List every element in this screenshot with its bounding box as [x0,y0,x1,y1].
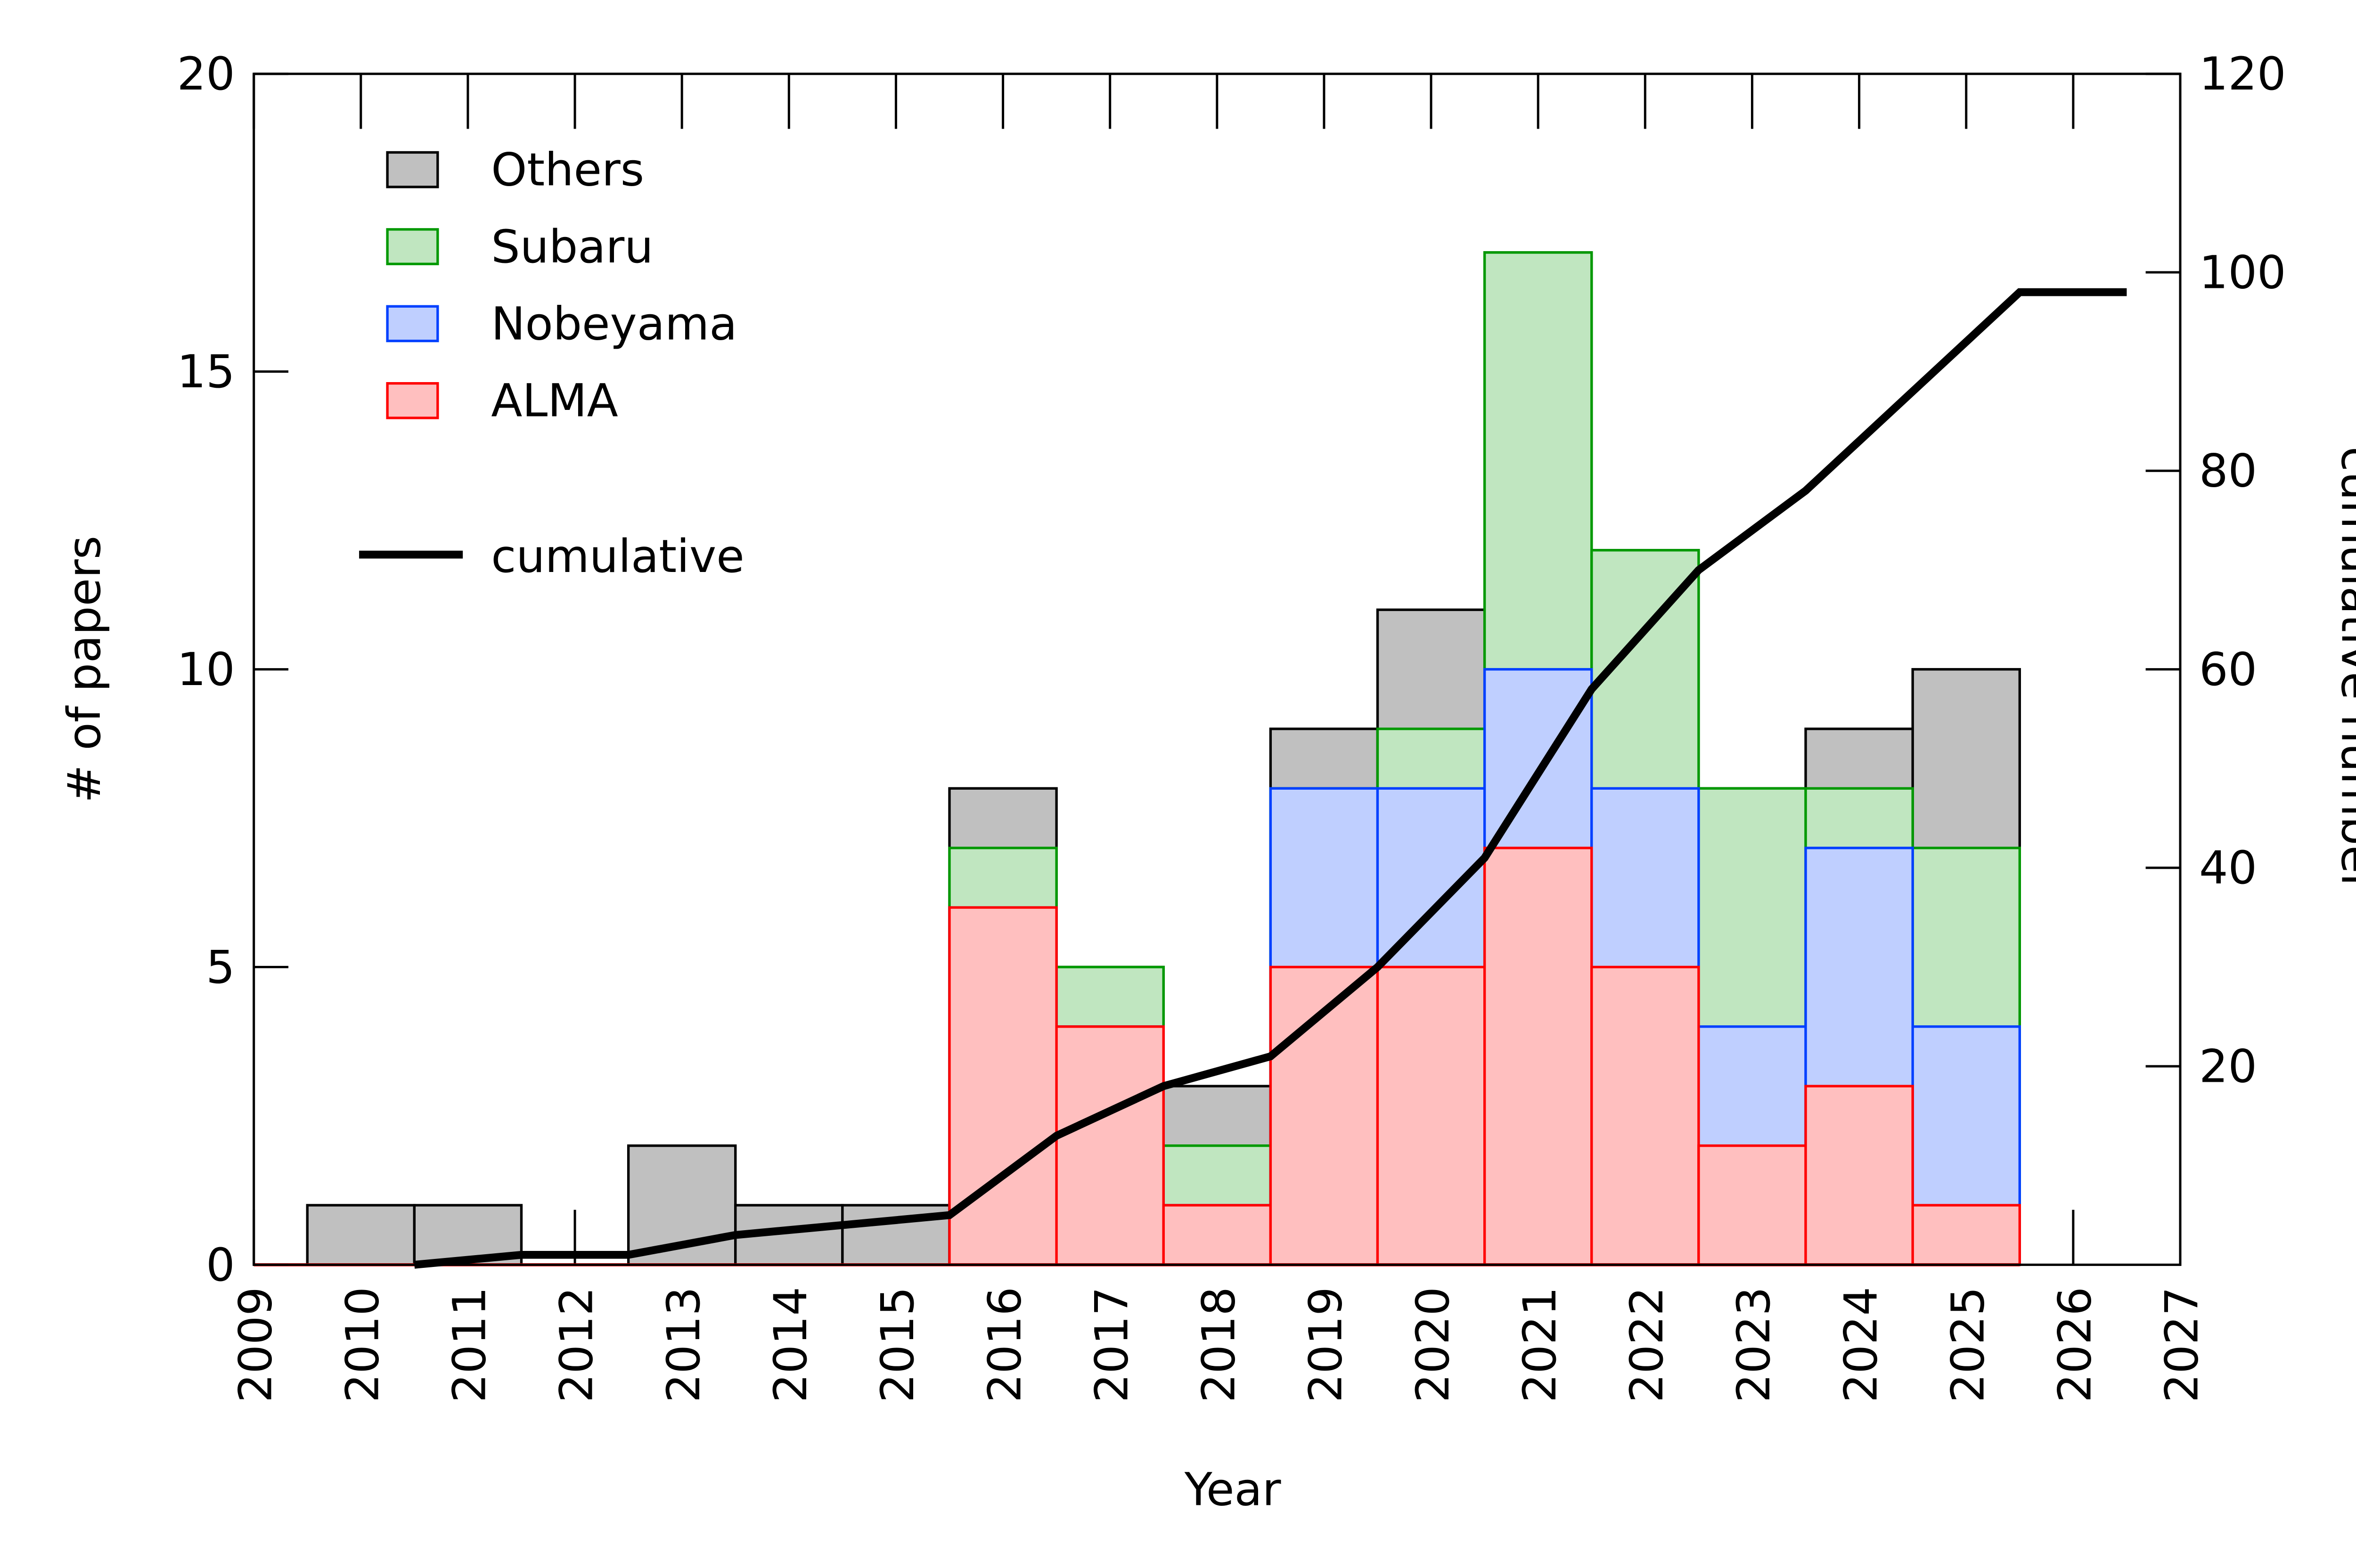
y2-tick-label: 80 [2199,444,2257,498]
legend: Others Subaru Nobeyama ALMA cumulative [359,143,744,583]
x-tick-label: 2024 [1834,1287,1887,1403]
x-tick-label: 2018 [1192,1287,1245,1403]
x-tick-label: 2020 [1406,1287,1459,1403]
legend-swatch-others [386,151,439,188]
bars [253,74,2182,1269]
bar-alma-2023 [1697,1144,1807,1266]
y-tick-label: 5 [206,940,235,994]
bar-alma-2022 [1590,965,1700,1266]
x-tick-label: 2022 [1620,1287,1673,1403]
y-axis-label: # of papers [57,536,111,803]
legend-swatch-subaru [386,228,439,265]
bar-alma-2020 [1376,965,1486,1266]
x-tick-label: 2012 [550,1287,603,1403]
x-tick-label: 2011 [443,1287,496,1403]
x-tick-label: 2026 [2048,1287,2102,1403]
x-tick-label: 2014 [764,1287,817,1403]
x-tick-label: 2019 [1299,1287,1352,1403]
y-tick-label: 0 [206,1238,235,1291]
bar-alma-2017 [1055,1025,1165,1266]
y2-tick-label: 40 [2199,841,2257,894]
bar-alma-2025 [1911,1204,2021,1266]
cumulative-line [414,288,2127,1269]
bar-alma-2021 [1483,847,1593,1266]
y-tick-label: 10 [177,643,235,696]
bar-alma-2024 [1804,1085,1914,1266]
x-tick-label: 2027 [2155,1287,2209,1403]
y2-tick-label: 60 [2199,643,2257,696]
x-tick-label: 2023 [1727,1287,1780,1403]
bar-alma-2016 [948,906,1058,1266]
bar-others-2010 [306,1204,416,1266]
bar-alma-2018 [1162,1204,1272,1266]
x-tick-label: 2025 [1941,1287,1994,1403]
y-tick-label: 15 [177,345,235,398]
x-axis-label: Year [1184,1463,1281,1516]
legend-label-alma: ALMA [491,374,618,427]
x-tick-label: 2017 [1085,1287,1138,1403]
legend-label-nobeyama: Nobeyama [491,297,737,350]
x-tick-label: 2021 [1513,1287,1566,1403]
y2-tick-label: 120 [2199,47,2286,100]
legend-label-cumulative: cumulative [491,530,744,583]
legend-swatch-alma [386,382,439,419]
x-tick-label: 2010 [335,1287,389,1403]
x-tick-label: 2009 [229,1287,282,1403]
y2-tick-label: 100 [2199,245,2286,299]
legend-label-subaru: Subaru [491,220,653,273]
legend-swatch-nobeyama [386,305,439,343]
x-tick-label: 2015 [871,1287,924,1403]
x-tick-label: 2016 [978,1287,1031,1403]
y2-axis-label: cumulative number [2331,447,2356,892]
y-tick-label: 20 [177,47,235,100]
legend-label-others: Others [491,143,644,196]
x-tick-label: 2013 [657,1287,710,1403]
y2-tick-label: 20 [2199,1039,2257,1093]
